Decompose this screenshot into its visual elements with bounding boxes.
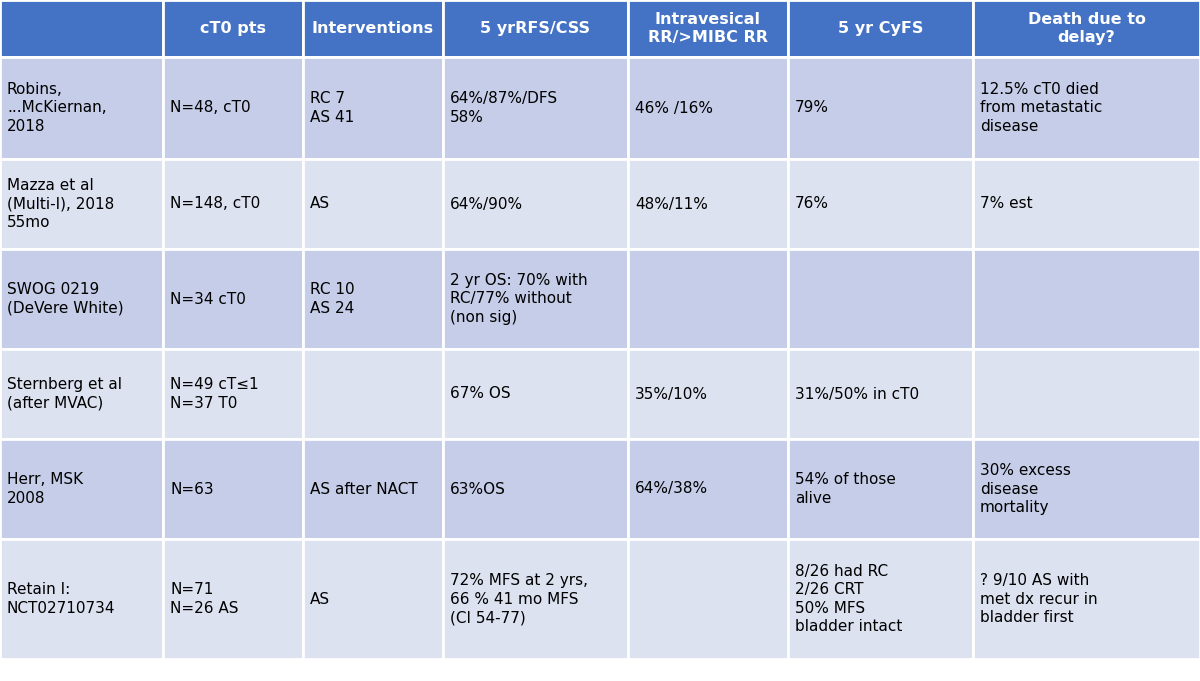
Bar [443,539,628,659]
Text: 64%/90%: 64%/90% [450,197,523,212]
Bar [302,439,443,539]
Bar [163,439,302,539]
Text: 31%/50% in cT0: 31%/50% in cT0 [796,387,919,402]
Bar [163,57,302,159]
Bar [443,0,628,57]
Bar [788,159,973,249]
Text: Mazza et al
(Multi-I), 2018
55mo: Mazza et al (Multi-I), 2018 55mo [7,178,114,230]
Bar [163,349,302,439]
Bar [788,249,973,349]
Bar [0,57,163,159]
Bar [443,249,628,349]
Text: SWOG 0219
(DeVere White): SWOG 0219 (DeVere White) [7,282,124,316]
Bar [163,249,302,349]
Bar [0,349,163,439]
Bar [628,159,788,249]
Text: Sternberg et al
(after MVAC): Sternberg et al (after MVAC) [7,377,122,411]
Text: 30% excess
disease
mortality: 30% excess disease mortality [980,463,1070,515]
Text: 63%OS: 63%OS [450,481,506,496]
Bar [973,349,1200,439]
Text: ? 9/10 AS with
met dx recur in
bladder first: ? 9/10 AS with met dx recur in bladder f… [980,573,1098,625]
Text: 7% est: 7% est [980,197,1033,212]
Bar [302,0,443,57]
Text: AS after NACT: AS after NACT [310,481,418,496]
Bar [628,249,788,349]
Bar [628,539,788,659]
Bar [973,249,1200,349]
Bar [443,159,628,249]
Text: 76%: 76% [796,197,829,212]
Bar [788,349,973,439]
Text: 64%/38%: 64%/38% [635,481,708,496]
Bar [973,439,1200,539]
Text: Herr, MSK
2008: Herr, MSK 2008 [7,472,83,506]
Text: N=34 cT0: N=34 cT0 [170,291,246,306]
Text: N=148, cT0: N=148, cT0 [170,197,260,212]
Bar [302,57,443,159]
Bar [0,159,163,249]
Bar [0,249,163,349]
Bar [443,57,628,159]
Text: 5 yrRFS/CSS: 5 yrRFS/CSS [480,21,590,36]
Bar [163,0,302,57]
Bar [163,539,302,659]
Text: 79%: 79% [796,101,829,116]
Bar [302,349,443,439]
Text: AS: AS [310,197,330,212]
Text: N=71
N=26 AS: N=71 N=26 AS [170,582,239,616]
Bar [628,349,788,439]
Text: RC 7
AS 41: RC 7 AS 41 [310,91,354,125]
Text: Retain I:
NCT02710734: Retain I: NCT02710734 [7,582,115,616]
Text: 2 yr OS: 70% with
RC/77% without
(non sig): 2 yr OS: 70% with RC/77% without (non si… [450,273,588,325]
Text: 8/26 had RC
2/26 CRT
50% MFS
bladder intact: 8/26 had RC 2/26 CRT 50% MFS bladder int… [796,564,902,635]
Bar [302,539,443,659]
Bar [788,439,973,539]
Text: N=49 cT≤1
N=37 T0: N=49 cT≤1 N=37 T0 [170,377,259,411]
Text: 46% /16%: 46% /16% [635,101,713,116]
Bar [0,539,163,659]
Bar [163,159,302,249]
Text: 35%/10%: 35%/10% [635,387,708,402]
Bar [0,0,163,57]
Text: 67% OS: 67% OS [450,387,511,402]
Bar [0,439,163,539]
Bar [302,249,443,349]
Text: Death due to
delay?: Death due to delay? [1027,12,1146,46]
Text: AS: AS [310,592,330,607]
Bar [302,159,443,249]
Bar [628,57,788,159]
Text: Robins,
...McKiernan,
2018: Robins, ...McKiernan, 2018 [7,82,107,134]
Bar [443,439,628,539]
Text: 64%/87%/DFS
58%: 64%/87%/DFS 58% [450,91,558,125]
Bar [788,0,973,57]
Text: cT0 pts: cT0 pts [200,21,266,36]
Text: 5 yr CyFS: 5 yr CyFS [838,21,923,36]
Text: Intravesical
RR/>MIBC RR: Intravesical RR/>MIBC RR [648,12,768,46]
Text: 72% MFS at 2 yrs,
66 % 41 mo MFS
(CI 54-77): 72% MFS at 2 yrs, 66 % 41 mo MFS (CI 54-… [450,573,588,625]
Bar [788,57,973,159]
Bar [443,349,628,439]
Text: N=48, cT0: N=48, cT0 [170,101,251,116]
Bar [788,539,973,659]
Bar [973,159,1200,249]
Bar [628,0,788,57]
Bar [973,0,1200,57]
Bar [628,439,788,539]
Text: N=63: N=63 [170,481,214,496]
Text: 48%/11%: 48%/11% [635,197,708,212]
Text: RC 10
AS 24: RC 10 AS 24 [310,282,355,316]
Bar [973,539,1200,659]
Text: 54% of those
alive: 54% of those alive [796,472,896,506]
Bar [973,57,1200,159]
Text: Interventions: Interventions [312,21,434,36]
Text: 12.5% cT0 died
from metastatic
disease: 12.5% cT0 died from metastatic disease [980,82,1103,134]
